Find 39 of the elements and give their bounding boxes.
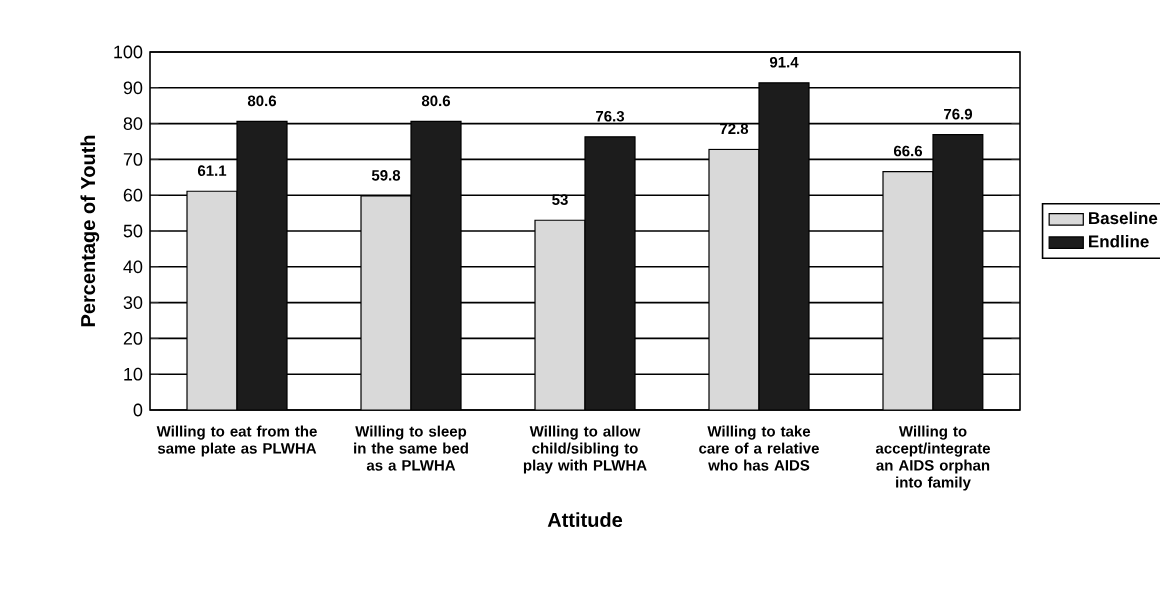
data-label: 80.6 [247,95,277,107]
bar [534,219,586,410]
bar [410,120,462,410]
x-tick-label: Willing to eat from the same plate as PLWHA [156,425,317,457]
data-label: 72.8 [720,123,749,135]
bar [186,190,238,410]
y-tick-label: 90 [123,81,143,95]
bar [932,134,984,410]
data-label: 76.9 [944,108,973,120]
x-axis-title: Attitude [547,512,623,527]
data-label: 91.4 [769,56,799,68]
bar [882,170,934,410]
y-tick-label: 40 [123,260,143,274]
y-tick-label: 10 [124,367,143,381]
y-tick-label: 100 [114,45,143,59]
y-tick-label: 60 [123,188,143,202]
data-label: 61.1 [197,165,227,177]
data-label: 76.3 [596,110,625,122]
bar [708,148,760,410]
legend-label: Baseline [1089,211,1158,225]
x-tick-label: Willing to accept/integrate an AIDS orphan into family [875,425,991,491]
x-tick-label: Willing to take care of a relative who has AIDS [699,425,819,471]
bar [236,120,288,410]
data-label: 80.6 [421,95,451,107]
bar [758,82,810,410]
y-tick-label: 50 [123,224,143,238]
data-label: 66.6 [893,145,923,157]
y-tick-label: 70 [123,153,143,166]
x-tick-label: Willing to allow child/sibling to play with PLWHA [523,425,647,474]
data-label: 59.8 [371,170,401,181]
x-tick-label: Willing to sleep in the same bed as a PLWHA [354,425,468,471]
y-tick-label: 80 [123,117,143,130]
y-tick-label: 20 [123,332,143,345]
y-axis-title: Percentage of Youth [80,135,100,327]
bar [584,136,636,410]
y-tick-label: 30 [123,296,143,309]
bar [360,195,412,410]
legend-label: Endline [1089,234,1149,248]
y-tick-label: 0 [133,403,143,417]
